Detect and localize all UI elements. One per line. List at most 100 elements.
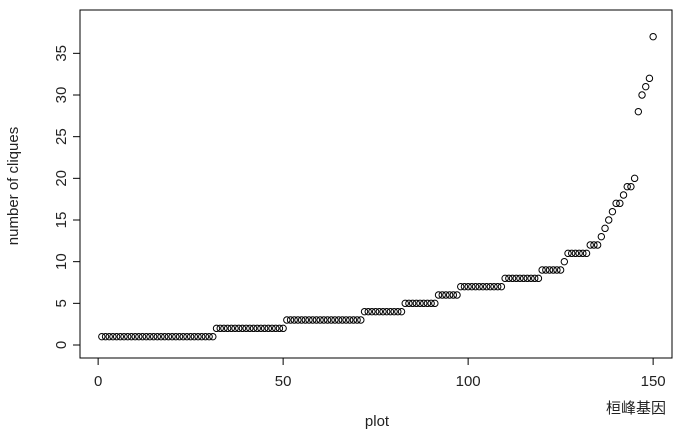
point: [586, 241, 594, 249]
point: [412, 299, 421, 308]
point: [360, 307, 369, 316]
x-axis-label: plot: [365, 413, 390, 430]
point: [168, 332, 176, 341]
point: [320, 316, 328, 324]
point: [608, 207, 617, 216]
point: [553, 266, 561, 274]
y-tick-label: 10: [53, 253, 70, 270]
point: [312, 316, 321, 324]
point: [579, 249, 587, 258]
point: [301, 316, 310, 324]
point: [468, 282, 476, 291]
point: [153, 332, 162, 341]
point: [645, 74, 654, 83]
point: [268, 324, 276, 333]
point: [556, 266, 565, 274]
point: [127, 332, 136, 341]
point: [627, 182, 635, 191]
y-tick-label: 0: [53, 341, 70, 349]
point: [442, 291, 450, 299]
point: [630, 174, 639, 183]
point: [434, 291, 443, 299]
y-tick-label: 20: [53, 170, 70, 187]
point: [353, 316, 361, 324]
point: [601, 224, 609, 233]
x-tick-label: 100: [456, 373, 481, 390]
y-tick-label: 35: [53, 45, 70, 62]
point: [482, 282, 491, 291]
point: [453, 291, 461, 299]
point: [246, 324, 254, 333]
point: [101, 332, 110, 341]
point: [338, 316, 347, 324]
point: [538, 266, 546, 274]
point: [238, 324, 247, 333]
point: [138, 332, 147, 341]
y-tick-label: 5: [53, 299, 70, 307]
point: [309, 316, 317, 324]
point: [146, 332, 154, 341]
point: [564, 249, 572, 258]
point: [172, 332, 180, 341]
point: [575, 249, 583, 258]
point: [135, 332, 143, 341]
point: [383, 307, 391, 316]
point: [331, 316, 339, 324]
x-tick-label: 0: [94, 373, 102, 390]
point: [634, 107, 643, 116]
point: [612, 199, 620, 208]
point: [494, 282, 502, 291]
point: [560, 257, 569, 266]
point: [342, 316, 350, 324]
y-tick-label: 30: [53, 87, 70, 104]
point: [227, 324, 236, 333]
point: [590, 241, 598, 249]
point: [457, 282, 465, 291]
point: [508, 274, 517, 283]
point: [512, 274, 520, 283]
point: [593, 241, 602, 249]
point: [124, 332, 132, 341]
point: [416, 299, 424, 308]
point: [209, 332, 217, 341]
point: [490, 282, 498, 291]
point: [249, 324, 258, 333]
point: [423, 299, 432, 308]
point: [149, 332, 158, 341]
point: [305, 316, 313, 324]
point: [109, 332, 117, 341]
point: [401, 299, 409, 308]
point: [519, 274, 528, 283]
point: [327, 316, 335, 324]
point: [616, 199, 624, 208]
y-tick-label: 25: [53, 128, 70, 145]
point: [220, 324, 228, 333]
point: [623, 182, 631, 191]
point: [98, 332, 106, 341]
point: [479, 282, 487, 291]
point: [253, 324, 261, 333]
point: [642, 82, 650, 91]
point: [120, 332, 128, 341]
point: [286, 316, 295, 324]
point: [183, 332, 191, 341]
point: [290, 316, 298, 324]
point: [161, 332, 169, 341]
point: [349, 316, 358, 324]
point: [505, 274, 513, 283]
point: [531, 274, 539, 283]
point: [619, 191, 628, 199]
point: [379, 307, 387, 316]
point: [605, 216, 613, 224]
point: [394, 307, 402, 316]
point: [186, 332, 195, 341]
point: [534, 274, 543, 283]
point: [582, 249, 591, 258]
point: [179, 332, 187, 341]
point: [297, 316, 306, 324]
point: [142, 332, 150, 341]
point: [390, 307, 398, 316]
y-axis-label: number of cliques: [5, 127, 22, 245]
point: [205, 332, 213, 341]
